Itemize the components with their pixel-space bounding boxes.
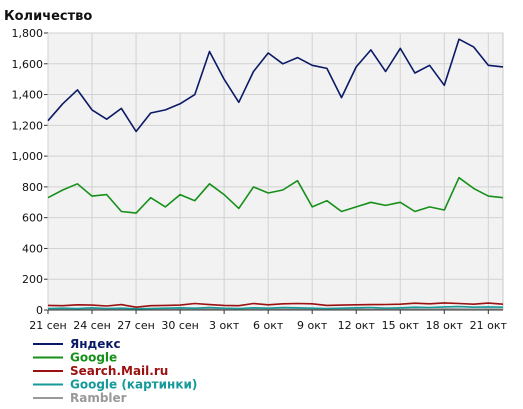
y-tick-label: 1,800 [12, 27, 44, 40]
x-tick-label: 21 окт [470, 319, 508, 332]
x-tick-label: 30 сен [161, 319, 199, 332]
y-tick-label: 1,000 [12, 150, 44, 163]
series-line-2 [47, 302, 504, 309]
y-tick-label: 600 [22, 212, 43, 225]
x-tick-label: 3 окт [209, 319, 240, 332]
y-tick-label: 1,400 [12, 89, 44, 102]
x-tick-label: 21 сен [29, 319, 67, 332]
y-tick-label: 200 [22, 273, 43, 286]
y-tick-label: 1,600 [12, 58, 44, 71]
plot-area [47, 32, 504, 311]
legend-label: Google [70, 351, 117, 365]
legend-label: Яндекс [70, 337, 121, 351]
y-axis-title: Количество [4, 9, 92, 24]
y-tick-label: 800 [22, 181, 43, 194]
x-tick-label: 18 окт [426, 319, 464, 332]
y-tick-label: 0 [36, 304, 43, 317]
legend-label: Search.Mail.ru [70, 364, 168, 378]
x-tick-label: 15 окт [382, 319, 420, 332]
x-axis-tick-labels: 21 сен 24 сен 27 сен 30 сен 3 окт 6 окт 9 окт 1… [29, 319, 507, 332]
y-tick-label: 400 [22, 242, 43, 255]
series-line-3 [47, 305, 504, 310]
x-tick-label: 27 сен [117, 319, 155, 332]
gridlines [44, 32, 503, 314]
series-lines [47, 38, 504, 311]
y-tick-label: 1,200 [12, 119, 44, 132]
legend-label: Rambler [70, 391, 127, 405]
series-line-0 [47, 38, 504, 133]
series-line-1 [47, 176, 504, 214]
legend-label: Google (картинки) [70, 378, 197, 392]
x-tick-label: 24 сен [73, 319, 111, 332]
x-tick-label: 9 окт [297, 319, 328, 332]
x-tick-label: 12 окт [338, 319, 376, 332]
y-axis-tick-labels: 0 200 400 600 800 1,000 1,200 1,400 1,600 1,800 [12, 27, 44, 317]
x-tick-label: 6 окт [253, 319, 284, 332]
series-line-4 [47, 308, 504, 311]
